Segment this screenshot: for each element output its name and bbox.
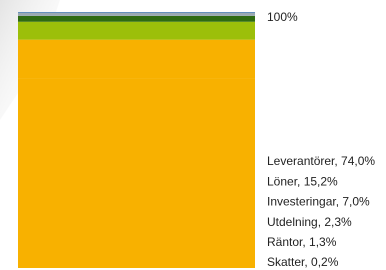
legend-label: Utdelning, 2,3% (267, 215, 352, 229)
legend-label: Leverantörer, 74,0% (267, 154, 375, 168)
bar-segment (18, 12, 255, 13)
bar-segment (18, 22, 255, 40)
y-tick-label: 100% (267, 10, 298, 24)
legend-label: Investeringar, 7,0% (267, 195, 370, 209)
bar-segment (18, 16, 255, 22)
bar-segment (18, 13, 255, 16)
legend-label: Räntor, 1,3% (267, 235, 337, 249)
legend-label: Löner, 15,2% (267, 174, 338, 188)
bar-segment (18, 40, 255, 79)
legend-label: Skatter, 0,2% (267, 255, 339, 269)
page: 100% Leverantörer, 74,0% Löner, 15,2% Inves… (0, 0, 386, 270)
chart: 100% Leverantörer, 74,0% Löner, 15,2% Inves… (0, 0, 386, 270)
bar-segment (18, 79, 255, 268)
